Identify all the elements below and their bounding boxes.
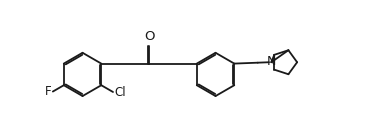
Text: Cl: Cl: [115, 86, 127, 99]
Text: F: F: [44, 85, 51, 98]
Text: O: O: [144, 30, 155, 43]
Text: N: N: [267, 55, 276, 68]
